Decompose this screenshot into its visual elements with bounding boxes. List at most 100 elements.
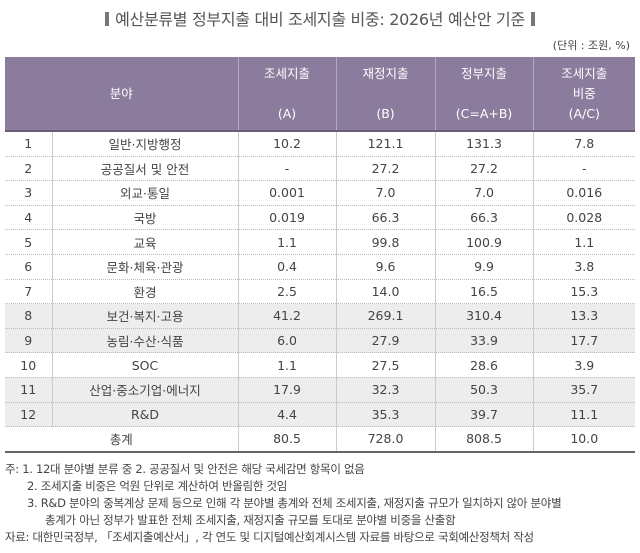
cell-b: 35.3 — [335, 402, 436, 428]
note-3: 3. R&D 분야의 중복계상 문제 등으로 인해 각 분야별 총계와 전체 조… — [27, 496, 562, 510]
cell-field: 일반·지방행정 — [51, 131, 239, 157]
cell-no: 7 — [5, 279, 52, 305]
cell-c: 7.0 — [434, 180, 534, 206]
cell-b: 66.3 — [335, 205, 436, 231]
cell-c: 100.9 — [434, 229, 534, 255]
cell-ratio: 17.7 — [532, 328, 636, 354]
cell-ratio: 11.1 — [532, 402, 636, 428]
total-row: 총계 80.5 728.0 808.5 10.0 — [5, 426, 636, 453]
cell-b: 269.1 — [335, 303, 436, 329]
cell-no: 5 — [5, 229, 52, 255]
total-ratio: 10.0 — [532, 426, 636, 453]
cell-ratio: 0.028 — [532, 205, 636, 231]
cell-c: 33.9 — [434, 328, 534, 354]
title-bar-right — [530, 12, 535, 26]
cell-no: 10 — [5, 352, 52, 378]
table-row: 12 R&D 4.4 35.3 39.7 11.1 — [5, 402, 636, 428]
note-1: 주: 1. 12대 분야별 분류 중 2. 공공질서 및 안전은 해당 국세감면… — [5, 462, 365, 476]
cell-a: 1.1 — [237, 352, 337, 378]
table-row: 5 교육 1.1 99.8 100.9 1.1 — [5, 229, 636, 255]
table-row: 4 국방 0.019 66.3 66.3 0.028 — [5, 205, 636, 231]
total-a: 80.5 — [237, 426, 337, 453]
cell-b: 32.3 — [335, 377, 436, 403]
cell-field: 산업·중소기업·에너지 — [51, 377, 239, 403]
cell-no: 12 — [5, 402, 52, 428]
title-text: 예산분류별 정부지출 대비 조세지출 비중: 2026년 예산안 기준 — [115, 10, 525, 29]
cell-c: 310.4 — [434, 303, 534, 329]
cell-ratio: 1.1 — [532, 229, 636, 255]
cell-b: 7.0 — [335, 180, 436, 206]
cell-c: 39.7 — [434, 402, 534, 428]
total-c: 808.5 — [434, 426, 534, 453]
table-title: 예산분류별 정부지출 대비 조세지출 비중: 2026년 예산안 기준 — [0, 6, 640, 30]
cell-b: 27.9 — [335, 328, 436, 354]
header-row: 분야 조세지출 (A) 재정지출 (B) 정부지출 (C=A+B) 조세지출 비중 (A/… — [5, 57, 636, 132]
header-a: 조세지출 (A) — [237, 57, 337, 132]
cell-no: 8 — [5, 303, 52, 329]
cell-c: 27.2 — [434, 156, 534, 182]
unit-label: (단위 : 조원, %) — [552, 39, 630, 52]
cell-no: 3 — [5, 180, 52, 206]
cell-a: 2.5 — [237, 279, 337, 305]
header-c: 정부지출 (C=A+B) — [434, 57, 534, 132]
table-row: 11 산업·중소기업·에너지 17.9 32.3 50.3 35.7 — [5, 377, 636, 403]
notes: 주: 1. 12대 분야별 분류 중 2. 공공질서 및 안전은 해당 국세감면… — [5, 461, 562, 546]
cell-field: 문화·체육·관광 — [51, 254, 239, 280]
cell-c: 131.3 — [434, 131, 534, 157]
table-row: 3 외교·통일 0.001 7.0 7.0 0.016 — [5, 180, 636, 206]
cell-field: R&D — [51, 402, 239, 428]
table-row: 2 공공질서 및 안전 -27.2 27.2- — [5, 156, 636, 182]
cell-c: 9.9 — [434, 254, 534, 280]
cell-a: - — [237, 156, 337, 182]
cell-a: 0.019 — [237, 205, 337, 231]
table-row: 9 농림·수산·식품 6.0 27.9 33.9 17.7 — [5, 328, 636, 354]
table-row: 7 환경 2.5 14.0 16.5 15.3 — [5, 279, 636, 305]
cell-a: 0.4 — [237, 254, 337, 280]
cell-no: 9 — [5, 328, 52, 354]
note-3-cont: 총계가 아닌 정부가 발표한 전체 조세지출, 재정지출 규모를 토대로 분야별… — [45, 513, 456, 527]
cell-b: 121.1 — [335, 131, 436, 157]
header-b: 재정지출 (B) — [335, 57, 436, 132]
cell-no: 11 — [5, 377, 52, 403]
total-label: 총계 — [5, 426, 239, 453]
cell-ratio: 7.8 — [532, 131, 636, 157]
cell-b: 27.5 — [335, 352, 436, 378]
cell-c: 16.5 — [434, 279, 534, 305]
cell-field: SOC — [51, 352, 239, 378]
title-bar-left — [105, 12, 110, 26]
cell-field: 공공질서 및 안전 — [51, 156, 239, 182]
cell-a: 41.2 — [237, 303, 337, 329]
cell-no: 6 — [5, 254, 52, 280]
header-ratio: 조세지출 비중 (A/C) — [532, 57, 636, 132]
table-row: 6 문화·체육·관광 0.4 9.6 9.9 3.8 — [5, 254, 636, 280]
cell-field: 외교·통일 — [51, 180, 239, 206]
header-field: 분야 — [5, 57, 239, 132]
cell-ratio: - — [532, 156, 636, 182]
cell-no: 1 — [5, 131, 52, 157]
cell-b: 14.0 — [335, 279, 436, 305]
cell-ratio: 35.7 — [532, 377, 636, 403]
cell-ratio: 3.8 — [532, 254, 636, 280]
cell-b: 9.6 — [335, 254, 436, 280]
source-note: 자료: 대한민국정부, 「조세지출예산서」, 각 연도 및 디지털예산회계시스템… — [5, 530, 534, 544]
cell-a: 10.2 — [237, 131, 337, 157]
cell-a: 17.9 — [237, 377, 337, 403]
table-row: 10 SOC 1.1 27.5 28.6 3.9 — [5, 352, 636, 378]
cell-c: 28.6 — [434, 352, 534, 378]
cell-b: 99.8 — [335, 229, 436, 255]
total-b: 728.0 — [335, 426, 436, 453]
cell-field: 국방 — [51, 205, 239, 231]
cell-ratio: 3.9 — [532, 352, 636, 378]
cell-a: 4.4 — [237, 402, 337, 428]
cell-c: 66.3 — [434, 205, 534, 231]
cell-a: 1.1 — [237, 229, 337, 255]
cell-b: 27.2 — [335, 156, 436, 182]
cell-a: 0.001 — [237, 180, 337, 206]
table-row: 1 일반·지방행정 10.2 121.1 131.3 7.8 — [5, 131, 636, 157]
cell-c: 50.3 — [434, 377, 534, 403]
cell-ratio: 13.3 — [532, 303, 636, 329]
budget-table: 분야 조세지출 (A) 재정지출 (B) 정부지출 (C=A+B) 조세지출 비중 (A/… — [5, 57, 636, 453]
cell-field: 보건·복지·고용 — [51, 303, 239, 329]
cell-field: 환경 — [51, 279, 239, 305]
cell-a: 6.0 — [237, 328, 337, 354]
